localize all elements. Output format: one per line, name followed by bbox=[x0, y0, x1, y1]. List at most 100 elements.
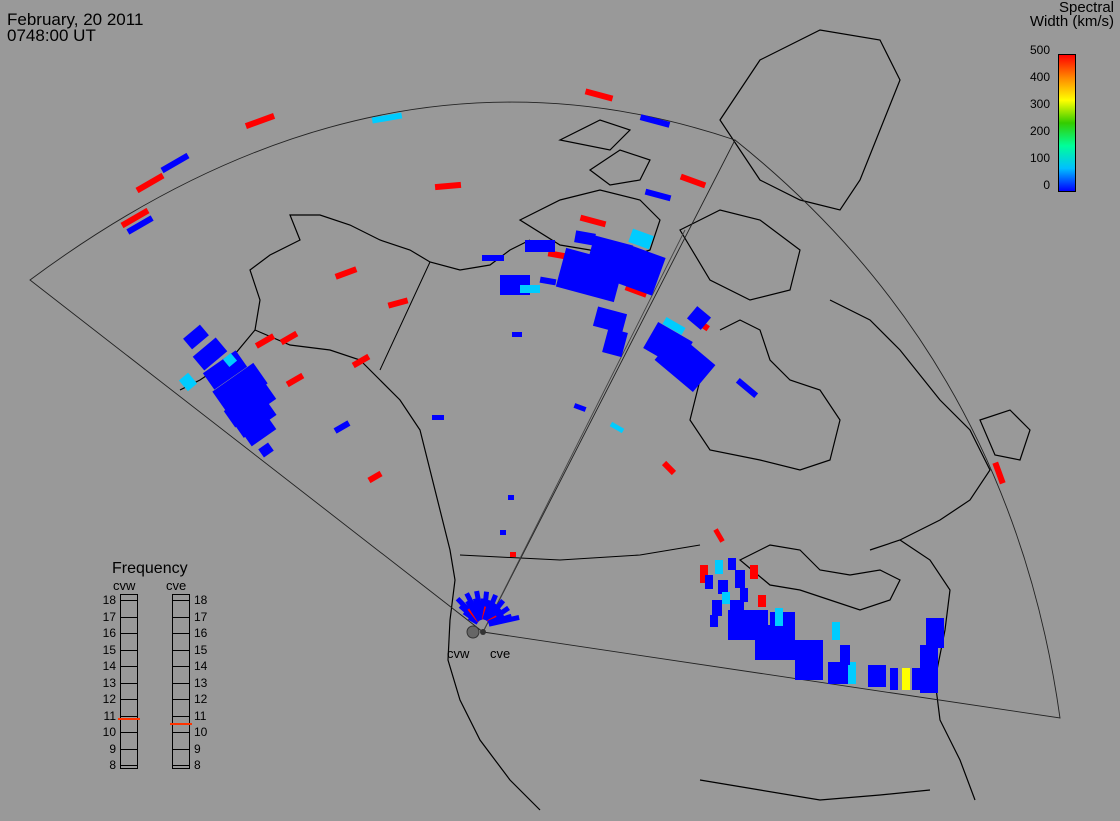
radar-echo bbox=[244, 113, 276, 129]
frequency-tick: 17 bbox=[194, 609, 208, 624]
colorbar-tick: 500 bbox=[1029, 43, 1050, 57]
frequency-grid-line bbox=[172, 633, 189, 634]
frequency-grid-line bbox=[120, 699, 137, 700]
frequency-grid-line bbox=[120, 666, 137, 667]
coastlines bbox=[179, 29, 1031, 811]
radar-echo bbox=[285, 372, 305, 388]
colorbar-tick: 400 bbox=[1029, 70, 1050, 84]
frequency-label-cvw: cvw bbox=[113, 578, 136, 593]
radar-echo bbox=[334, 266, 358, 280]
radar-echo bbox=[639, 114, 671, 128]
radar-echo bbox=[614, 244, 666, 296]
radar-echo bbox=[592, 306, 628, 334]
coastline-great-lakes bbox=[738, 544, 901, 611]
radar-echo bbox=[654, 333, 716, 392]
time-label: 0748:00 UT bbox=[7, 26, 96, 45]
radar-echo bbox=[212, 362, 268, 413]
coastline-us-east bbox=[899, 539, 976, 801]
frequency-marker bbox=[170, 722, 192, 725]
radar-echo bbox=[183, 324, 209, 350]
frequency-tick: 10 bbox=[102, 725, 116, 739]
frequency-tick: 18 bbox=[194, 593, 208, 607]
radar-echo bbox=[750, 565, 758, 579]
frequency-label-cve: cve bbox=[166, 578, 187, 593]
radar-echo bbox=[926, 618, 944, 648]
radar-echo bbox=[512, 332, 522, 337]
radar-echo bbox=[258, 442, 274, 458]
radar-echo bbox=[710, 615, 718, 627]
radar-echo bbox=[351, 353, 371, 369]
colorbar-tick: 100 bbox=[1029, 151, 1050, 165]
radar-echo bbox=[609, 421, 625, 434]
radar-echo bbox=[223, 382, 277, 428]
radar-echo bbox=[644, 188, 672, 202]
radar-echo bbox=[661, 460, 677, 476]
radar-echo bbox=[679, 173, 707, 189]
radar-echo bbox=[758, 595, 766, 607]
frequency-scale-box bbox=[172, 594, 190, 769]
radar-echo bbox=[740, 588, 748, 602]
radar-echo bbox=[700, 565, 708, 583]
colorbar-title-line2: Width (km/s) bbox=[1029, 13, 1114, 30]
frequency-grid-line bbox=[172, 732, 189, 733]
frequency-grid-line bbox=[172, 649, 189, 651]
colorbar-tick: 0 bbox=[1043, 178, 1050, 192]
radar-echo bbox=[333, 420, 351, 434]
frequency-tick: 9 bbox=[109, 741, 116, 756]
frequency-tick: 16 bbox=[102, 626, 116, 640]
frequency-tick: 16 bbox=[194, 626, 208, 640]
frequency-title: Frequency bbox=[112, 560, 188, 577]
frequency-marker bbox=[118, 717, 140, 720]
coastline-hudson-bay bbox=[679, 319, 841, 471]
frequency-tick: 14 bbox=[194, 659, 208, 673]
frequency-tick: 15 bbox=[102, 642, 116, 657]
frequency-grid-line bbox=[120, 600, 137, 601]
radar-echo bbox=[573, 403, 587, 412]
frequency-tick: 12 bbox=[102, 692, 116, 706]
radar-site-cvw bbox=[466, 625, 480, 639]
radar-echo bbox=[662, 317, 686, 335]
radar-echo bbox=[508, 495, 514, 500]
frequency-grid-line bbox=[172, 666, 189, 667]
frequency-tick: 8 bbox=[194, 758, 201, 772]
coastline-labrador bbox=[829, 299, 991, 551]
radar-echo bbox=[715, 560, 723, 574]
frequency-grid-line bbox=[172, 715, 189, 717]
radar-echo bbox=[192, 337, 228, 371]
radar-echo bbox=[279, 330, 299, 346]
radar-echo bbox=[775, 608, 783, 626]
radar-sites bbox=[466, 625, 486, 639]
frequency-grid-line bbox=[172, 600, 189, 601]
frequency-grid-line bbox=[120, 765, 137, 766]
radar-echo bbox=[371, 112, 403, 124]
radar-echo bbox=[705, 575, 713, 589]
radar-echo bbox=[686, 306, 712, 330]
radar-echo bbox=[828, 662, 850, 684]
colorbar-tick: 300 bbox=[1029, 97, 1050, 111]
frequency-grid-line bbox=[172, 682, 189, 684]
coastline-nw-america bbox=[254, 329, 541, 811]
radar-echo bbox=[602, 327, 628, 358]
fov-outline-east bbox=[482, 139, 1061, 719]
radar-echo bbox=[912, 668, 920, 690]
radar-echo bbox=[628, 228, 654, 250]
alaska-canada-border bbox=[379, 261, 431, 371]
radar-echo bbox=[712, 600, 722, 616]
frequency-grid-line bbox=[172, 616, 189, 618]
radar-echo bbox=[120, 207, 150, 229]
radar-echo bbox=[126, 215, 154, 235]
radar-echo bbox=[243, 417, 277, 447]
radar-echo bbox=[718, 580, 728, 594]
colorbar-tick: 200 bbox=[1029, 124, 1050, 138]
radar-echo bbox=[539, 276, 557, 286]
station-label-cvw: cvw bbox=[447, 646, 470, 661]
radar-echo bbox=[795, 640, 823, 680]
radar-echo bbox=[520, 285, 540, 293]
frequency-grid-line bbox=[172, 748, 189, 750]
frequency-tick: 14 bbox=[102, 659, 116, 673]
frequency-tick: 9 bbox=[194, 741, 201, 756]
frequency-tick: 13 bbox=[102, 675, 116, 690]
radar-echo bbox=[432, 415, 444, 420]
borders bbox=[379, 261, 701, 561]
